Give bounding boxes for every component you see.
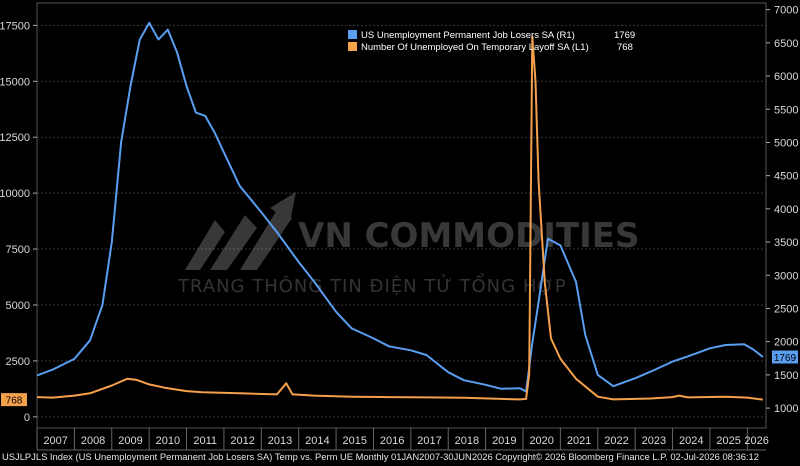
right-tick-label: 7000 — [774, 5, 798, 17]
x-axis: 2007 2008 2009 2010 2011 2012 2013 2014 2015 2016… — [36, 428, 769, 451]
watermark-subtitle: TRANG THÔNG TIN ĐIỆN TỬ TỔNG HỢP — [177, 273, 567, 297]
last-value-label-1: 768 — [6, 396, 23, 407]
right-tick-label: 5000 — [774, 137, 798, 149]
right-tick-label: 6000 — [774, 71, 798, 83]
legend-value-temporary: 768 — [617, 42, 633, 53]
left-tick-label: 2500 — [6, 356, 30, 368]
left-tick-label: 0 — [24, 412, 30, 424]
x-tick-label: 2021 — [567, 435, 591, 447]
x-tick-label: 2019 — [492, 435, 516, 447]
x-tick-label: 2024 — [679, 435, 703, 447]
x-tick-label: 2022 — [604, 435, 628, 447]
x-tick-label: 2017 — [417, 435, 441, 447]
series-lines — [36, 21, 764, 401]
left-tick-label: 17500 — [0, 20, 30, 32]
legend-swatch-permanent — [348, 30, 357, 39]
last-value-labels: 1769 768 — [1, 350, 798, 407]
right-tick-label: 3000 — [774, 270, 798, 282]
legend-label-permanent: US Unemployment Permanent Job Losers SA … — [361, 30, 575, 41]
x-tick-label: 2010 — [156, 435, 180, 447]
right-tick-label: 1500 — [774, 370, 798, 382]
left-tick-label: 7500 — [6, 244, 30, 256]
last-value-label-0: 1769 — [774, 353, 797, 364]
right-tick-label: 2500 — [774, 303, 798, 315]
legend-value-permanent: 1769 — [614, 30, 635, 41]
last-value-box-0 — [772, 350, 798, 364]
left-tick-label: 12500 — [0, 132, 30, 144]
x-tick-label: 2018 — [455, 435, 479, 447]
x-tick-label: 2012 — [230, 435, 254, 447]
x-tick-label: 2007 — [43, 435, 67, 447]
watermark-logo-icon — [185, 192, 296, 270]
series-line-permanent-losers — [36, 21, 764, 393]
right-tick-label: 5500 — [774, 104, 798, 116]
watermark: VN COMMODITIES TRANG THÔNG TIN ĐIỆN TỬ T… — [177, 192, 639, 297]
footer-source: USJLPJLS Index (US Unemployment Permanen… — [2, 451, 759, 462]
x-tick-label: 2014 — [305, 435, 329, 447]
right-tick-label: 3500 — [774, 237, 798, 249]
right-tick-label: 2000 — [774, 337, 798, 349]
left-tick-label: 5000 — [6, 300, 30, 312]
right-tick-label: 1000 — [774, 403, 798, 415]
right-axis: 1000 1500 2000 2500 3000 3500 4000 4500 5000 5500… — [766, 5, 798, 415]
left-tick-label: 15000 — [0, 76, 30, 88]
right-tick-label: 4500 — [774, 171, 798, 183]
legend-label-temporary: Number Of Unemployed On Temporary Layoff… — [361, 42, 589, 53]
x-tick-label: 2025 — [716, 435, 740, 447]
x-tick-label: 2015 — [343, 435, 367, 447]
watermark-title: VN COMMODITIES — [298, 216, 639, 256]
left-tick-label: 10000 — [0, 188, 30, 200]
x-tick-label: 2020 — [529, 435, 553, 447]
legend-swatch-temporary — [348, 42, 357, 51]
x-tick-label: 2016 — [380, 435, 404, 447]
right-tick-label: 6500 — [774, 38, 798, 50]
x-tick-label: 2009 — [118, 435, 142, 447]
x-tick-label: 2008 — [81, 435, 105, 447]
x-tick-label: 2013 — [268, 435, 292, 447]
left-axis: 0 2500 5000 7500 10000 12500 15000 17500 — [0, 20, 37, 424]
x-tick-label: 2023 — [642, 435, 666, 447]
series-line-temporary-layoff — [36, 35, 764, 401]
grid-lines — [36, 2, 767, 429]
right-tick-label: 4000 — [774, 204, 798, 216]
x-tick-label: 2026 — [744, 435, 768, 447]
plot-frame — [36, 2, 767, 429]
x-tick-label: 2011 — [193, 435, 217, 447]
last-value-box-1 — [1, 393, 27, 407]
legend: US Unemployment Permanent Job Losers SA … — [348, 30, 635, 53]
